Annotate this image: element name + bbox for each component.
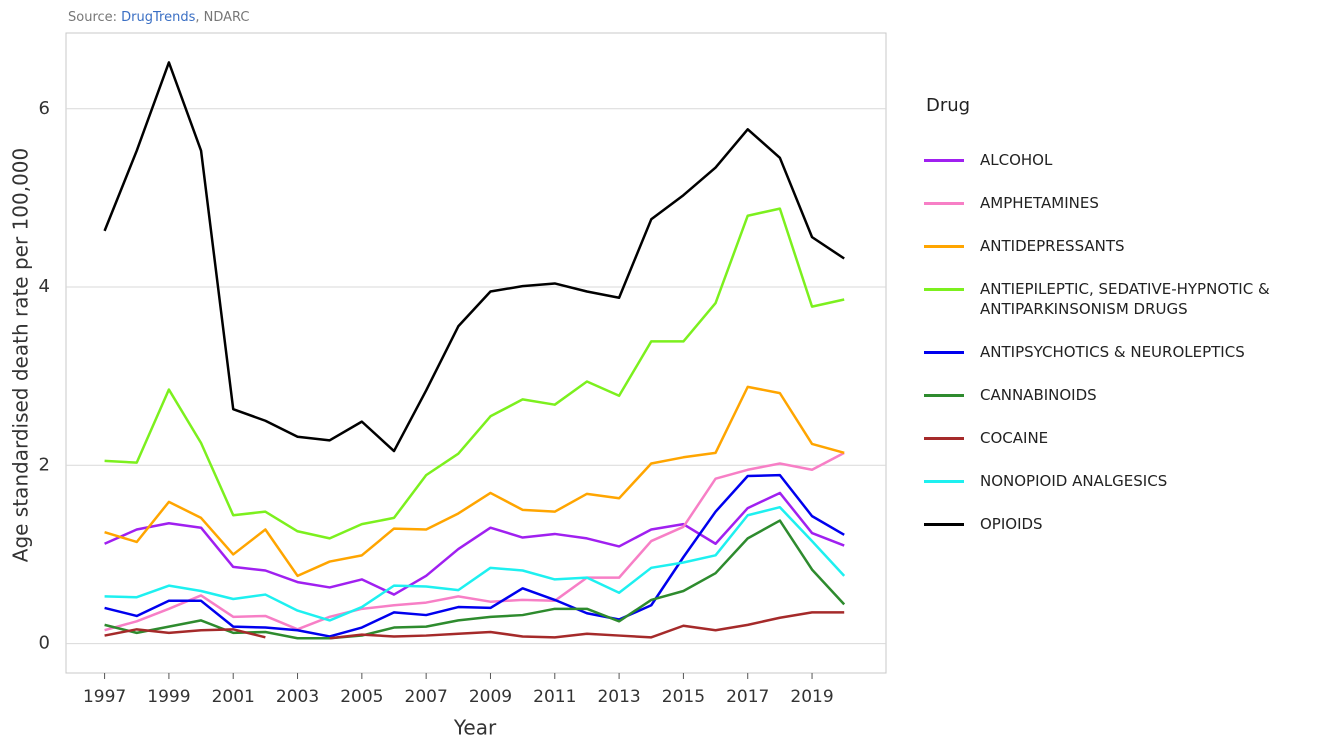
legend-title: Drug xyxy=(926,95,971,116)
series-line xyxy=(104,491,845,596)
legend-label: CANNABINOIDS xyxy=(980,386,1097,404)
y-tick-label: 6 xyxy=(39,98,50,119)
x-tick-label: 2011 xyxy=(533,687,576,707)
legend-item[interactable]: ANTIEPILEPTIC, SEDATIVE-HYPNOTIC & ANTIP… xyxy=(924,279,1334,319)
source-link[interactable]: DrugTrends xyxy=(121,10,196,25)
legend-swatch xyxy=(924,437,964,440)
legend-item[interactable]: COCAINE xyxy=(924,428,1334,448)
legend-label: AMPHETAMINES xyxy=(980,194,1099,212)
legend-item[interactable]: ANTIDEPRESSANTS xyxy=(924,236,1334,256)
legend-label: OPIOIDS xyxy=(980,515,1043,533)
x-tick-label: 2019 xyxy=(790,687,833,707)
legend-item[interactable]: NONOPIOID ANALGESICS xyxy=(924,471,1334,491)
series-line xyxy=(104,611,845,640)
x-tick-label: 2007 xyxy=(405,687,448,707)
legend-swatch xyxy=(924,351,964,354)
x-tick-label: 2017 xyxy=(726,687,769,707)
x-tick-label: 2003 xyxy=(276,687,319,707)
legend-swatch xyxy=(924,159,964,162)
series-line xyxy=(104,505,846,622)
series-line xyxy=(104,473,845,638)
series-line xyxy=(104,207,845,540)
x-tick-label: 2013 xyxy=(597,687,640,707)
source-suffix: , NDARC xyxy=(195,10,250,25)
x-tick-label: 1997 xyxy=(83,687,126,707)
legend-swatch xyxy=(924,480,964,483)
x-tick-label: 1999 xyxy=(147,687,190,707)
legend-item[interactable]: OPIOIDS xyxy=(924,514,1334,534)
x-tick-label: 2015 xyxy=(662,687,705,707)
y-tick-label: 4 xyxy=(39,276,50,297)
legend-item[interactable]: CANNABINOIDS xyxy=(924,385,1334,405)
legend-swatch xyxy=(924,202,964,205)
plot-frame xyxy=(65,32,887,674)
legend-label: ALCOHOL xyxy=(980,151,1053,169)
source-prefix: Source: xyxy=(68,10,118,25)
x-tick-label: 2001 xyxy=(212,687,255,707)
y-axis-title: Age standardised death rate per 100,000 xyxy=(9,148,33,562)
x-tick-label: 2005 xyxy=(340,687,383,707)
x-tick-label: 2009 xyxy=(469,687,512,707)
series-line xyxy=(104,519,846,640)
legend-swatch xyxy=(924,523,964,526)
legend-item[interactable]: ALCOHOL xyxy=(924,150,1334,170)
chart: Year Age standardised death rate per 100… xyxy=(9,32,887,738)
source: Source: DrugTrends, NDARC xyxy=(68,10,250,25)
y-tick-label: 0 xyxy=(39,633,50,654)
x-axis-title: Year xyxy=(453,716,497,738)
legend-item[interactable]: AMPHETAMINES xyxy=(924,193,1334,213)
series-line xyxy=(103,61,845,453)
legend: Drug ALCOHOL AMPHETAMINES ANTIDEPRESSANTS A… xyxy=(924,95,1334,557)
legend-swatch xyxy=(924,394,964,397)
legend-label: COCAINE xyxy=(980,429,1049,447)
legend-swatch xyxy=(924,245,964,248)
series-line xyxy=(104,385,845,578)
legend-label: ANTIEPILEPTIC, SEDATIVE-HYPNOTIC & ANTIP… xyxy=(980,280,1270,318)
legend-label: ANTIDEPRESSANTS xyxy=(980,237,1125,255)
series-line xyxy=(104,451,845,632)
legend-label: NONOPIOID ANALGESICS xyxy=(980,472,1168,490)
legend-label: ANTIPSYCHOTICS & NEUROLEPTICS xyxy=(980,343,1245,361)
y-tick-label: 2 xyxy=(39,454,50,475)
legend-item[interactable]: ANTIPSYCHOTICS & NEUROLEPTICS xyxy=(924,342,1334,362)
legend-swatch xyxy=(924,288,964,291)
